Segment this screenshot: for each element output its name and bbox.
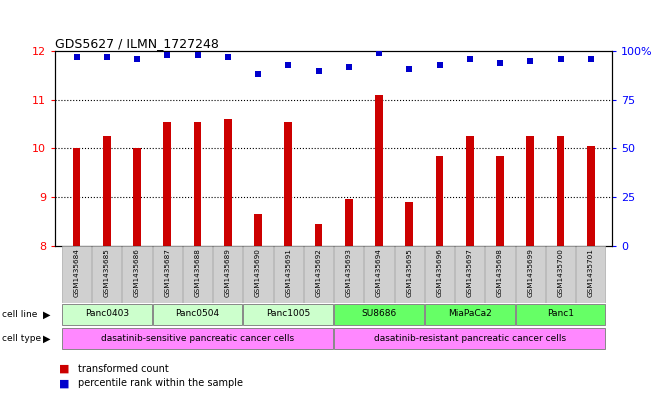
Bar xyxy=(587,146,594,246)
FancyBboxPatch shape xyxy=(516,246,545,303)
Text: GSM1435687: GSM1435687 xyxy=(164,248,171,298)
Point xyxy=(585,56,596,62)
FancyBboxPatch shape xyxy=(214,246,242,303)
Bar xyxy=(255,214,262,246)
Bar xyxy=(406,202,413,246)
Bar xyxy=(496,156,504,246)
Text: GSM1435697: GSM1435697 xyxy=(467,248,473,298)
Point xyxy=(495,60,505,66)
FancyBboxPatch shape xyxy=(425,246,454,303)
Text: GSM1435691: GSM1435691 xyxy=(285,248,291,298)
Bar xyxy=(194,121,201,246)
Text: GSM1435689: GSM1435689 xyxy=(225,248,230,298)
FancyBboxPatch shape xyxy=(273,246,303,303)
Bar xyxy=(436,156,443,246)
Bar xyxy=(557,136,564,246)
FancyBboxPatch shape xyxy=(334,246,363,303)
Point xyxy=(192,52,202,58)
Text: ▶: ▶ xyxy=(43,309,51,320)
Bar xyxy=(73,148,80,246)
Point xyxy=(404,66,415,72)
FancyBboxPatch shape xyxy=(304,246,333,303)
Text: GSM1435701: GSM1435701 xyxy=(588,248,594,298)
Text: GSM1435695: GSM1435695 xyxy=(406,248,412,298)
Text: ■: ■ xyxy=(59,364,69,374)
FancyBboxPatch shape xyxy=(62,304,152,325)
Text: GSM1435700: GSM1435700 xyxy=(557,248,564,298)
FancyBboxPatch shape xyxy=(395,246,424,303)
FancyBboxPatch shape xyxy=(62,246,91,303)
Point xyxy=(102,54,112,60)
Text: GSM1435684: GSM1435684 xyxy=(74,248,79,298)
Point xyxy=(555,56,566,62)
Text: dasatinib-resistant pancreatic cancer cells: dasatinib-resistant pancreatic cancer ce… xyxy=(374,334,566,343)
Point xyxy=(344,64,354,70)
Point xyxy=(374,50,384,56)
Text: dasatinib-sensitive pancreatic cancer cells: dasatinib-sensitive pancreatic cancer ce… xyxy=(101,334,294,343)
Text: transformed count: transformed count xyxy=(78,364,169,374)
Text: GSM1435686: GSM1435686 xyxy=(134,248,140,298)
Text: GSM1435693: GSM1435693 xyxy=(346,248,352,298)
FancyBboxPatch shape xyxy=(455,246,484,303)
FancyBboxPatch shape xyxy=(122,246,152,303)
FancyBboxPatch shape xyxy=(153,246,182,303)
Text: Panc1005: Panc1005 xyxy=(266,309,311,318)
Bar xyxy=(345,199,353,246)
Text: GSM1435688: GSM1435688 xyxy=(195,248,201,298)
FancyBboxPatch shape xyxy=(486,246,514,303)
FancyBboxPatch shape xyxy=(425,304,514,325)
Bar xyxy=(224,119,232,246)
FancyBboxPatch shape xyxy=(334,328,605,349)
Point xyxy=(223,54,233,60)
Text: GSM1435696: GSM1435696 xyxy=(437,248,443,298)
Bar xyxy=(163,121,171,246)
Text: GSM1435685: GSM1435685 xyxy=(104,248,110,298)
Point xyxy=(313,67,324,73)
Text: Panc0403: Panc0403 xyxy=(85,309,129,318)
FancyBboxPatch shape xyxy=(365,246,394,303)
Text: GSM1435699: GSM1435699 xyxy=(527,248,533,298)
Point xyxy=(162,52,173,58)
Point xyxy=(283,62,294,68)
Bar xyxy=(527,136,534,246)
Text: cell line: cell line xyxy=(2,310,37,319)
Text: GSM1435692: GSM1435692 xyxy=(316,248,322,298)
FancyBboxPatch shape xyxy=(516,304,605,325)
Bar xyxy=(133,148,141,246)
Point xyxy=(132,56,142,62)
FancyBboxPatch shape xyxy=(576,246,605,303)
Text: Panc1: Panc1 xyxy=(547,309,574,318)
Bar xyxy=(375,95,383,246)
Bar xyxy=(466,136,473,246)
Text: GSM1435698: GSM1435698 xyxy=(497,248,503,298)
Text: MiaPaCa2: MiaPaCa2 xyxy=(448,309,492,318)
Text: Panc0504: Panc0504 xyxy=(176,309,219,318)
FancyBboxPatch shape xyxy=(92,246,121,303)
Text: GDS5627 / ILMN_1727248: GDS5627 / ILMN_1727248 xyxy=(55,37,219,50)
Point xyxy=(72,54,82,60)
Text: GSM1435690: GSM1435690 xyxy=(255,248,261,298)
Text: ■: ■ xyxy=(59,378,69,388)
Point xyxy=(465,56,475,62)
Bar xyxy=(284,121,292,246)
FancyBboxPatch shape xyxy=(153,304,242,325)
Point xyxy=(253,71,263,77)
Point xyxy=(434,62,445,68)
Point xyxy=(525,58,536,64)
Bar xyxy=(103,136,111,246)
FancyBboxPatch shape xyxy=(334,304,424,325)
Text: cell type: cell type xyxy=(2,334,41,343)
Text: percentile rank within the sample: percentile rank within the sample xyxy=(78,378,243,388)
FancyBboxPatch shape xyxy=(183,246,212,303)
Text: SU8686: SU8686 xyxy=(361,309,396,318)
Bar xyxy=(314,224,322,246)
FancyBboxPatch shape xyxy=(243,304,333,325)
Text: ▶: ▶ xyxy=(43,334,51,344)
FancyBboxPatch shape xyxy=(546,246,575,303)
FancyBboxPatch shape xyxy=(243,246,273,303)
Text: GSM1435694: GSM1435694 xyxy=(376,248,382,298)
FancyBboxPatch shape xyxy=(62,328,333,349)
